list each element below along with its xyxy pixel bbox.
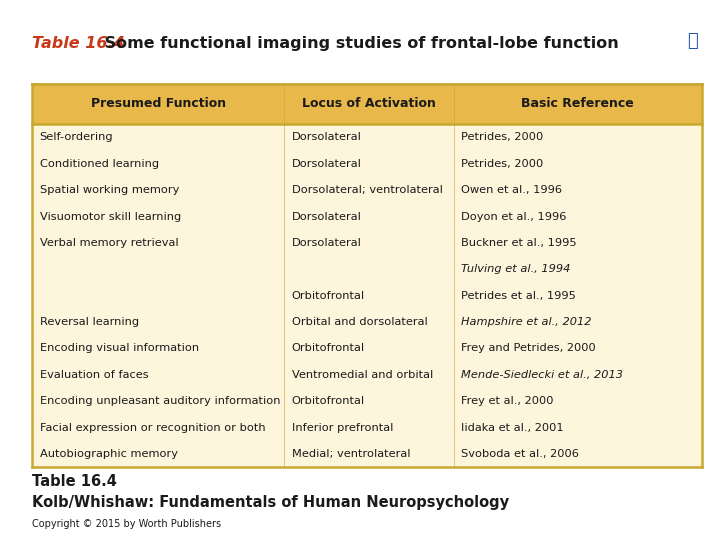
Text: Evaluation of faces: Evaluation of faces — [40, 370, 148, 380]
FancyBboxPatch shape — [32, 84, 702, 467]
Text: Kolb/Whishaw: Fundamentals of Human Neuropsychology: Kolb/Whishaw: Fundamentals of Human Neur… — [32, 495, 510, 510]
Text: Encoding unpleasant auditory information: Encoding unpleasant auditory information — [40, 396, 280, 406]
Text: Visuomotor skill learning: Visuomotor skill learning — [40, 212, 181, 221]
Text: Facial expression or recognition or both: Facial expression or recognition or both — [40, 422, 265, 433]
Text: Frey and Petrides, 2000: Frey and Petrides, 2000 — [461, 343, 595, 353]
Text: Petrides, 2000: Petrides, 2000 — [461, 159, 543, 169]
Text: Spatial working memory: Spatial working memory — [40, 185, 179, 195]
Text: Hampshire et al., 2012: Hampshire et al., 2012 — [461, 317, 591, 327]
Text: Orbitofrontal: Orbitofrontal — [292, 343, 365, 353]
Text: Dorsolateral: Dorsolateral — [292, 238, 361, 248]
Text: Svoboda et al., 2006: Svoboda et al., 2006 — [461, 449, 579, 459]
Text: Table 16.4: Table 16.4 — [32, 36, 125, 51]
Text: Tulving et al., 1994: Tulving et al., 1994 — [461, 264, 570, 274]
Text: Medial; ventrolateral: Medial; ventrolateral — [292, 449, 410, 459]
Text: Copyright © 2015 by Worth Publishers: Copyright © 2015 by Worth Publishers — [32, 519, 222, 529]
Text: Orbitofrontal: Orbitofrontal — [292, 291, 365, 301]
Text: Dorsolateral: Dorsolateral — [292, 212, 361, 221]
Text: Frey et al., 2000: Frey et al., 2000 — [461, 396, 553, 406]
Text: Table 16.4: Table 16.4 — [32, 474, 117, 489]
Text: Orbital and dorsolateral: Orbital and dorsolateral — [292, 317, 428, 327]
Text: Dorsolateral: Dorsolateral — [292, 132, 361, 143]
Text: Encoding visual information: Encoding visual information — [40, 343, 199, 353]
Text: Orbitofrontal: Orbitofrontal — [292, 396, 365, 406]
Text: Ventromedial and orbital: Ventromedial and orbital — [292, 370, 433, 380]
Text: Some functional imaging studies of frontal-lobe function: Some functional imaging studies of front… — [99, 36, 618, 51]
Text: Reversal learning: Reversal learning — [40, 317, 139, 327]
Text: Inferior prefrontal: Inferior prefrontal — [292, 422, 393, 433]
Text: Presumed Function: Presumed Function — [91, 97, 226, 111]
Text: Buckner et al., 1995: Buckner et al., 1995 — [461, 238, 577, 248]
Text: Dorsolateral; ventrolateral: Dorsolateral; ventrolateral — [292, 185, 443, 195]
Text: Doyon et al., 1996: Doyon et al., 1996 — [461, 212, 566, 221]
Text: Ⓜ: Ⓜ — [688, 32, 698, 50]
Text: Self-ordering: Self-ordering — [40, 132, 113, 143]
Text: Owen et al., 1996: Owen et al., 1996 — [461, 185, 562, 195]
Text: Mende-Siedlecki et al., 2013: Mende-Siedlecki et al., 2013 — [461, 370, 623, 380]
Text: Basic Reference: Basic Reference — [521, 97, 634, 111]
FancyBboxPatch shape — [32, 84, 702, 124]
Text: Locus of Activation: Locus of Activation — [302, 97, 436, 111]
Text: Dorsolateral: Dorsolateral — [292, 159, 361, 169]
Text: Autobiographic memory: Autobiographic memory — [40, 449, 178, 459]
Text: Petrides et al., 1995: Petrides et al., 1995 — [461, 291, 576, 301]
Text: Iidaka et al., 2001: Iidaka et al., 2001 — [461, 422, 564, 433]
Text: Conditioned learning: Conditioned learning — [40, 159, 158, 169]
Text: Petrides, 2000: Petrides, 2000 — [461, 132, 543, 143]
Text: Verbal memory retrieval: Verbal memory retrieval — [40, 238, 179, 248]
